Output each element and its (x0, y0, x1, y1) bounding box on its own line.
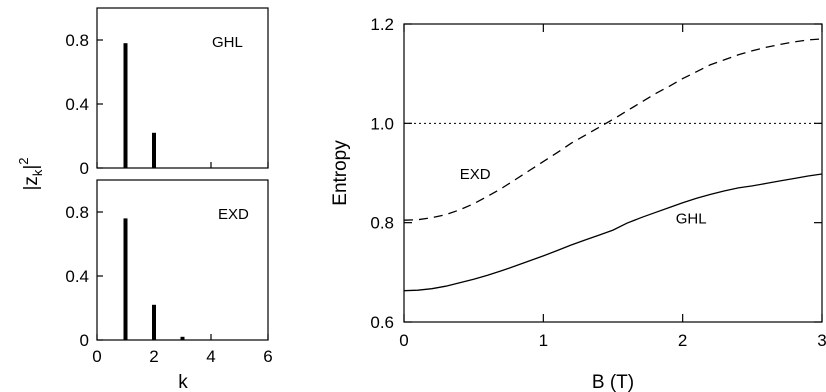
right-ytick-label: 1.0 (370, 114, 394, 133)
bottom-bar-panel: 0 0.4 0.8 0 2 4 6 EXD k (65, 180, 272, 392)
series-line-ghl (404, 174, 822, 291)
right-ytick-label: 0.6 (370, 313, 394, 332)
bottom-panel-annotation: EXD (218, 206, 249, 223)
right-xtick-label: 0 (399, 331, 408, 350)
bottom-ytick-label: 0 (80, 331, 89, 350)
entropy-line-panel: 0.6 0.8 1.0 1.2 0 1 2 3 EXD GHL Entropy B (T) (330, 15, 826, 392)
right-ytick-label: 1.2 (370, 15, 394, 34)
ylabel-main: |z (21, 176, 42, 190)
right-xtick-label: 2 (678, 331, 687, 350)
bottom-bar-k3 (181, 337, 185, 340)
right-xtick-label: 3 (817, 331, 826, 350)
right-ytick-label: 0.8 (370, 214, 394, 233)
right-x-axis-title: B (T) (592, 372, 634, 392)
top-ytick-label: 0.8 (65, 31, 89, 50)
top-panel-annotation: GHL (212, 34, 243, 51)
ylabel-sup: 2 (16, 157, 31, 164)
top-bar-k1 (124, 43, 128, 168)
bottom-bar-k1 (124, 218, 128, 340)
top-ytick-label: 0.4 (65, 95, 89, 114)
top-ytick-label: 0 (80, 159, 89, 178)
right-xtick-label: 1 (539, 331, 548, 350)
series-line-exd (404, 39, 822, 220)
series-label-ghl: GHL (676, 211, 707, 228)
bottom-xtick-label: 2 (149, 347, 158, 366)
left-y-axis-title: |zk|2 (16, 157, 45, 190)
bottom-ytick-label: 0.4 (65, 267, 89, 286)
bottom-xtick-label: 6 (263, 347, 272, 366)
top-bar-panel: 0 0.4 0.8 GHL (65, 8, 268, 178)
bottom-panel-frame (97, 180, 268, 340)
top-panel-frame (97, 8, 268, 168)
bottom-x-axis-title: k (178, 372, 188, 392)
bottom-xtick-label: 0 (92, 347, 101, 366)
bottom-ytick-label: 0.8 (65, 203, 89, 222)
right-y-axis-title: Entropy (330, 140, 351, 206)
series-label-exd: EXD (460, 166, 491, 183)
bottom-xtick-label: 4 (206, 347, 215, 366)
